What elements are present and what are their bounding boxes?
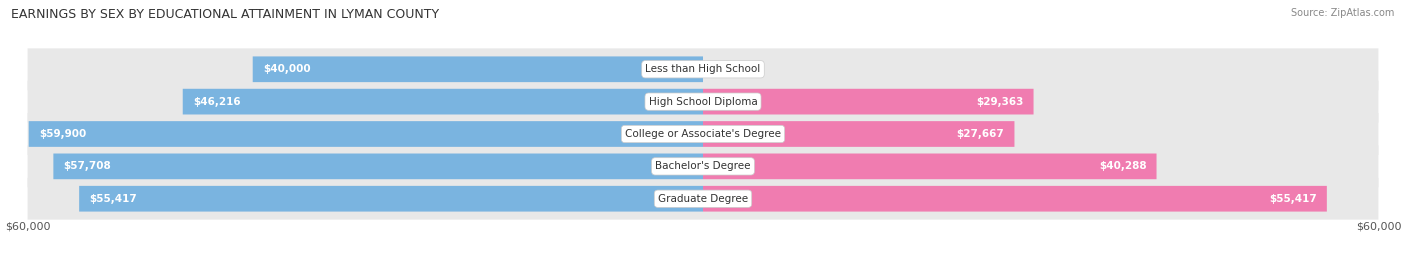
FancyBboxPatch shape: [703, 89, 1033, 114]
Text: Bachelor's Degree: Bachelor's Degree: [655, 161, 751, 171]
FancyBboxPatch shape: [703, 154, 1157, 179]
FancyBboxPatch shape: [53, 154, 703, 179]
FancyBboxPatch shape: [28, 113, 1378, 155]
Text: $57,708: $57,708: [63, 161, 111, 171]
FancyBboxPatch shape: [253, 57, 703, 82]
Text: $40,000: $40,000: [263, 64, 311, 74]
Text: High School Diploma: High School Diploma: [648, 97, 758, 107]
Text: $55,417: $55,417: [1270, 194, 1316, 204]
Text: $59,900: $59,900: [39, 129, 86, 139]
FancyBboxPatch shape: [79, 186, 703, 211]
Text: Graduate Degree: Graduate Degree: [658, 194, 748, 204]
Text: Source: ZipAtlas.com: Source: ZipAtlas.com: [1291, 8, 1395, 18]
FancyBboxPatch shape: [703, 186, 1327, 211]
Text: College or Associate's Degree: College or Associate's Degree: [626, 129, 780, 139]
Text: Less than High School: Less than High School: [645, 64, 761, 74]
FancyBboxPatch shape: [183, 89, 703, 114]
Text: $55,417: $55,417: [90, 194, 136, 204]
FancyBboxPatch shape: [28, 146, 1378, 187]
Text: EARNINGS BY SEX BY EDUCATIONAL ATTAINMENT IN LYMAN COUNTY: EARNINGS BY SEX BY EDUCATIONAL ATTAINMEN…: [11, 8, 439, 21]
Text: $46,216: $46,216: [193, 97, 240, 107]
Text: $40,288: $40,288: [1098, 161, 1146, 171]
FancyBboxPatch shape: [28, 178, 1378, 220]
FancyBboxPatch shape: [703, 121, 1015, 147]
FancyBboxPatch shape: [28, 48, 1378, 90]
Text: $29,363: $29,363: [976, 97, 1024, 107]
Text: $0: $0: [713, 64, 728, 74]
FancyBboxPatch shape: [28, 81, 1378, 122]
FancyBboxPatch shape: [28, 121, 703, 147]
Text: $27,667: $27,667: [956, 129, 1004, 139]
